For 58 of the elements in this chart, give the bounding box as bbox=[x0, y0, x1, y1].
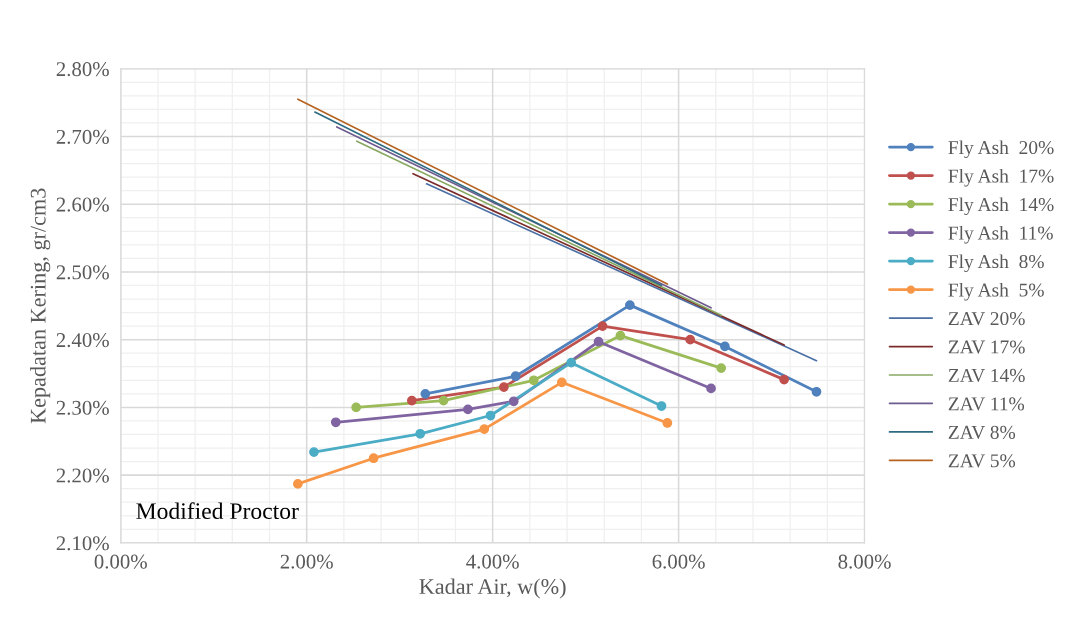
point bbox=[685, 334, 696, 345]
legend-label: Fly Ash 17% bbox=[948, 168, 1054, 187]
legend-label: Fly Ash 8% bbox=[948, 254, 1044, 273]
legend-label: ZAV 5% bbox=[948, 454, 1016, 468]
point bbox=[309, 447, 319, 457]
point bbox=[292, 479, 303, 489]
point bbox=[499, 382, 509, 392]
y-tick-label: 2.10% bbox=[56, 536, 109, 551]
point bbox=[351, 402, 362, 413]
point bbox=[479, 424, 490, 434]
point bbox=[510, 371, 521, 382]
point bbox=[368, 453, 379, 464]
point bbox=[463, 404, 473, 415]
point bbox=[716, 363, 727, 373]
point bbox=[508, 396, 519, 407]
y-tick-label: 2.20% bbox=[56, 468, 109, 483]
y-tick-label: 2.30% bbox=[56, 400, 109, 415]
point bbox=[811, 386, 822, 397]
point bbox=[406, 395, 417, 406]
legend-label: ZAV 11% bbox=[948, 397, 1025, 411]
y-tick-label: 2.60% bbox=[56, 197, 109, 212]
legend-label: Fly Ash 14% bbox=[948, 197, 1054, 216]
point bbox=[779, 374, 789, 385]
point bbox=[528, 375, 539, 386]
point bbox=[597, 321, 608, 331]
point bbox=[662, 418, 673, 428]
point bbox=[720, 341, 730, 352]
point bbox=[625, 300, 635, 310]
point bbox=[330, 417, 341, 428]
x-tick-label: 6.00% bbox=[652, 554, 705, 569]
x-tick-label: 4.00% bbox=[466, 554, 519, 569]
y-axis-title: Kepadatan Kering, gr/cm3 bbox=[30, 188, 51, 424]
legend-label: ZAV 8% bbox=[948, 425, 1016, 439]
point bbox=[415, 428, 426, 439]
point bbox=[420, 388, 431, 399]
legend-label: ZAV 20% bbox=[948, 311, 1025, 326]
y-tick-label: 2.50% bbox=[56, 265, 109, 280]
x-tick-label: 8.00% bbox=[838, 554, 891, 569]
legend-label: ZAV 14% bbox=[948, 368, 1025, 383]
point bbox=[593, 336, 604, 347]
legend-label: Fly Ash 20% bbox=[948, 140, 1054, 159]
x-tick-label: 2.00% bbox=[280, 554, 333, 569]
point bbox=[615, 330, 626, 341]
x-axis-title: Kadar Air, w(%) bbox=[419, 578, 566, 599]
annotation: Modified Proctor bbox=[136, 502, 299, 520]
legend-label: Fly Ash 5% bbox=[948, 282, 1044, 301]
point bbox=[706, 383, 716, 394]
point bbox=[656, 401, 667, 411]
legend-label: Fly Ash 11% bbox=[948, 225, 1053, 244]
point bbox=[485, 410, 496, 421]
x-tick-label: 0.00% bbox=[94, 554, 147, 569]
point bbox=[566, 357, 577, 368]
y-tick-label: 2.70% bbox=[56, 129, 109, 144]
y-tick-label: 2.40% bbox=[56, 333, 109, 348]
point bbox=[556, 377, 567, 388]
legend-label: ZAV 17% bbox=[948, 340, 1025, 354]
point bbox=[438, 395, 449, 406]
y-tick-label: 2.80% bbox=[56, 62, 109, 77]
